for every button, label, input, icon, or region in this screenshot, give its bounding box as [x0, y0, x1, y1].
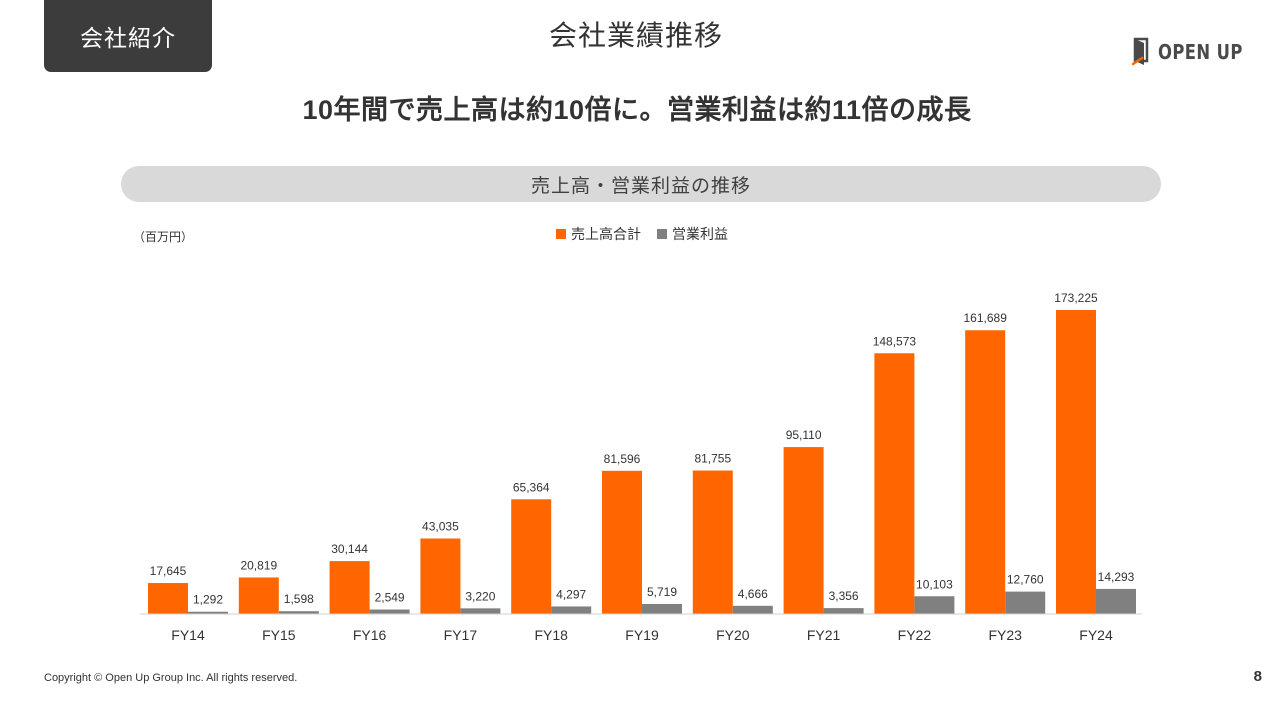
x-tick-label-fy14: FY14: [171, 627, 205, 643]
x-tick-label-fy18: FY18: [534, 627, 568, 643]
data-label-sales-fy23: 161,689: [964, 311, 1008, 325]
bar-sales-fy15: [238, 577, 279, 614]
bar-sales-fy14: [148, 583, 188, 614]
chart-legend: 売上高合計 営業利益: [556, 224, 744, 244]
bar-profit-fy17: [460, 608, 501, 614]
legend-label-sales: 売上高合計: [571, 226, 641, 242]
data-label-sales-fy20: 81,755: [694, 452, 731, 466]
data-label-profit-fy16: 2,549: [375, 591, 405, 605]
data-label-sales-fy21: 95,110: [786, 428, 822, 442]
bar-sales-fy23: [965, 330, 1006, 614]
copyright-text: Copyright © Open Up Group Inc. All right…: [44, 672, 298, 684]
data-label-profit-fy22: 10,103: [916, 577, 953, 591]
bar-sales-fy19: [602, 470, 642, 614]
x-tick-label-fy20: FY20: [716, 627, 750, 643]
section-tag: 会社紹介: [44, 0, 212, 72]
bar-sales-fy16: [329, 561, 370, 614]
data-label-profit-fy19: 5,719: [647, 585, 677, 599]
x-tick-label-fy16: FY16: [353, 627, 387, 643]
bar-profit-fy15: [278, 611, 319, 614]
x-tick-label-fy21: FY21: [807, 627, 841, 643]
bar-profit-fy16: [369, 609, 410, 614]
bar-profit-fy21: [823, 608, 864, 614]
page-title: 会社業績推移: [548, 20, 723, 51]
data-label-profit-fy20: 4,666: [738, 587, 768, 601]
legend-item-profit: 営業利益: [657, 224, 728, 244]
headline: 10年間で売上高は約10倍に。営業利益は約11倍の成長: [302, 95, 972, 125]
data-label-profit-fy17: 3,220: [465, 589, 495, 603]
data-label-profit-fy14: 1,292: [193, 593, 223, 607]
data-label-sales-fy15: 20,819: [240, 558, 277, 572]
bar-profit-fy19: [642, 603, 682, 614]
data-label-sales-fy19: 81,596: [604, 452, 641, 466]
data-label-sales-fy16: 30,144: [331, 542, 368, 556]
data-label-profit-fy24: 14,293: [1098, 570, 1135, 584]
x-tick-label-fy19: FY19: [625, 627, 659, 643]
bar-sales-fy22: [874, 353, 915, 614]
bar-sales-fy18: [511, 499, 552, 614]
legend-label-profit: 営業利益: [672, 226, 728, 242]
chart-title-banner: 売上高・営業利益の推移: [121, 166, 1161, 202]
bar-sales-fy20: [692, 470, 733, 614]
page-number: 8: [1253, 668, 1262, 685]
legend-swatch-sales: [556, 229, 566, 239]
data-label-profit-fy18: 4,297: [556, 587, 586, 601]
data-label-sales-fy24: 173,225: [1054, 291, 1098, 305]
logo-text: OPEN UP: [1158, 40, 1243, 64]
legend-swatch-profit: [657, 229, 667, 239]
unit-label: （百万円）: [133, 230, 194, 244]
bar-sales-fy24: [1056, 310, 1096, 614]
x-tick-label-fy22: FY22: [898, 627, 932, 643]
bar-profit-fy18: [551, 606, 592, 614]
x-tick-label-fy15: FY15: [262, 627, 296, 643]
company-logo: OPEN UP: [1132, 36, 1261, 68]
data-label-sales-fy17: 43,035: [422, 519, 459, 533]
bar-sales-fy17: [420, 538, 461, 614]
data-label-sales-fy22: 148,573: [873, 334, 917, 348]
data-label-sales-fy14: 17,645: [150, 564, 187, 578]
bar-sales-fy21: [783, 447, 824, 614]
data-label-profit-fy23: 12,760: [1007, 573, 1044, 587]
legend-item-sales: 売上高合計: [556, 224, 641, 244]
bar-profit-fy14: [188, 611, 228, 614]
data-label-sales-fy18: 65,364: [513, 480, 550, 494]
bar-profit-fy22: [914, 596, 955, 614]
bar-profit-fy20: [732, 605, 773, 614]
open-door-icon: [1132, 37, 1149, 66]
bar-profit-fy23: [1005, 591, 1046, 614]
data-label-profit-fy21: 3,356: [829, 589, 859, 603]
x-tick-label-fy24: FY24: [1079, 627, 1113, 643]
bar-profit-fy24: [1096, 588, 1136, 614]
x-tick-label-fy17: FY17: [444, 627, 478, 643]
data-label-profit-fy15: 1,598: [284, 592, 314, 606]
x-tick-label-fy23: FY23: [988, 627, 1022, 643]
